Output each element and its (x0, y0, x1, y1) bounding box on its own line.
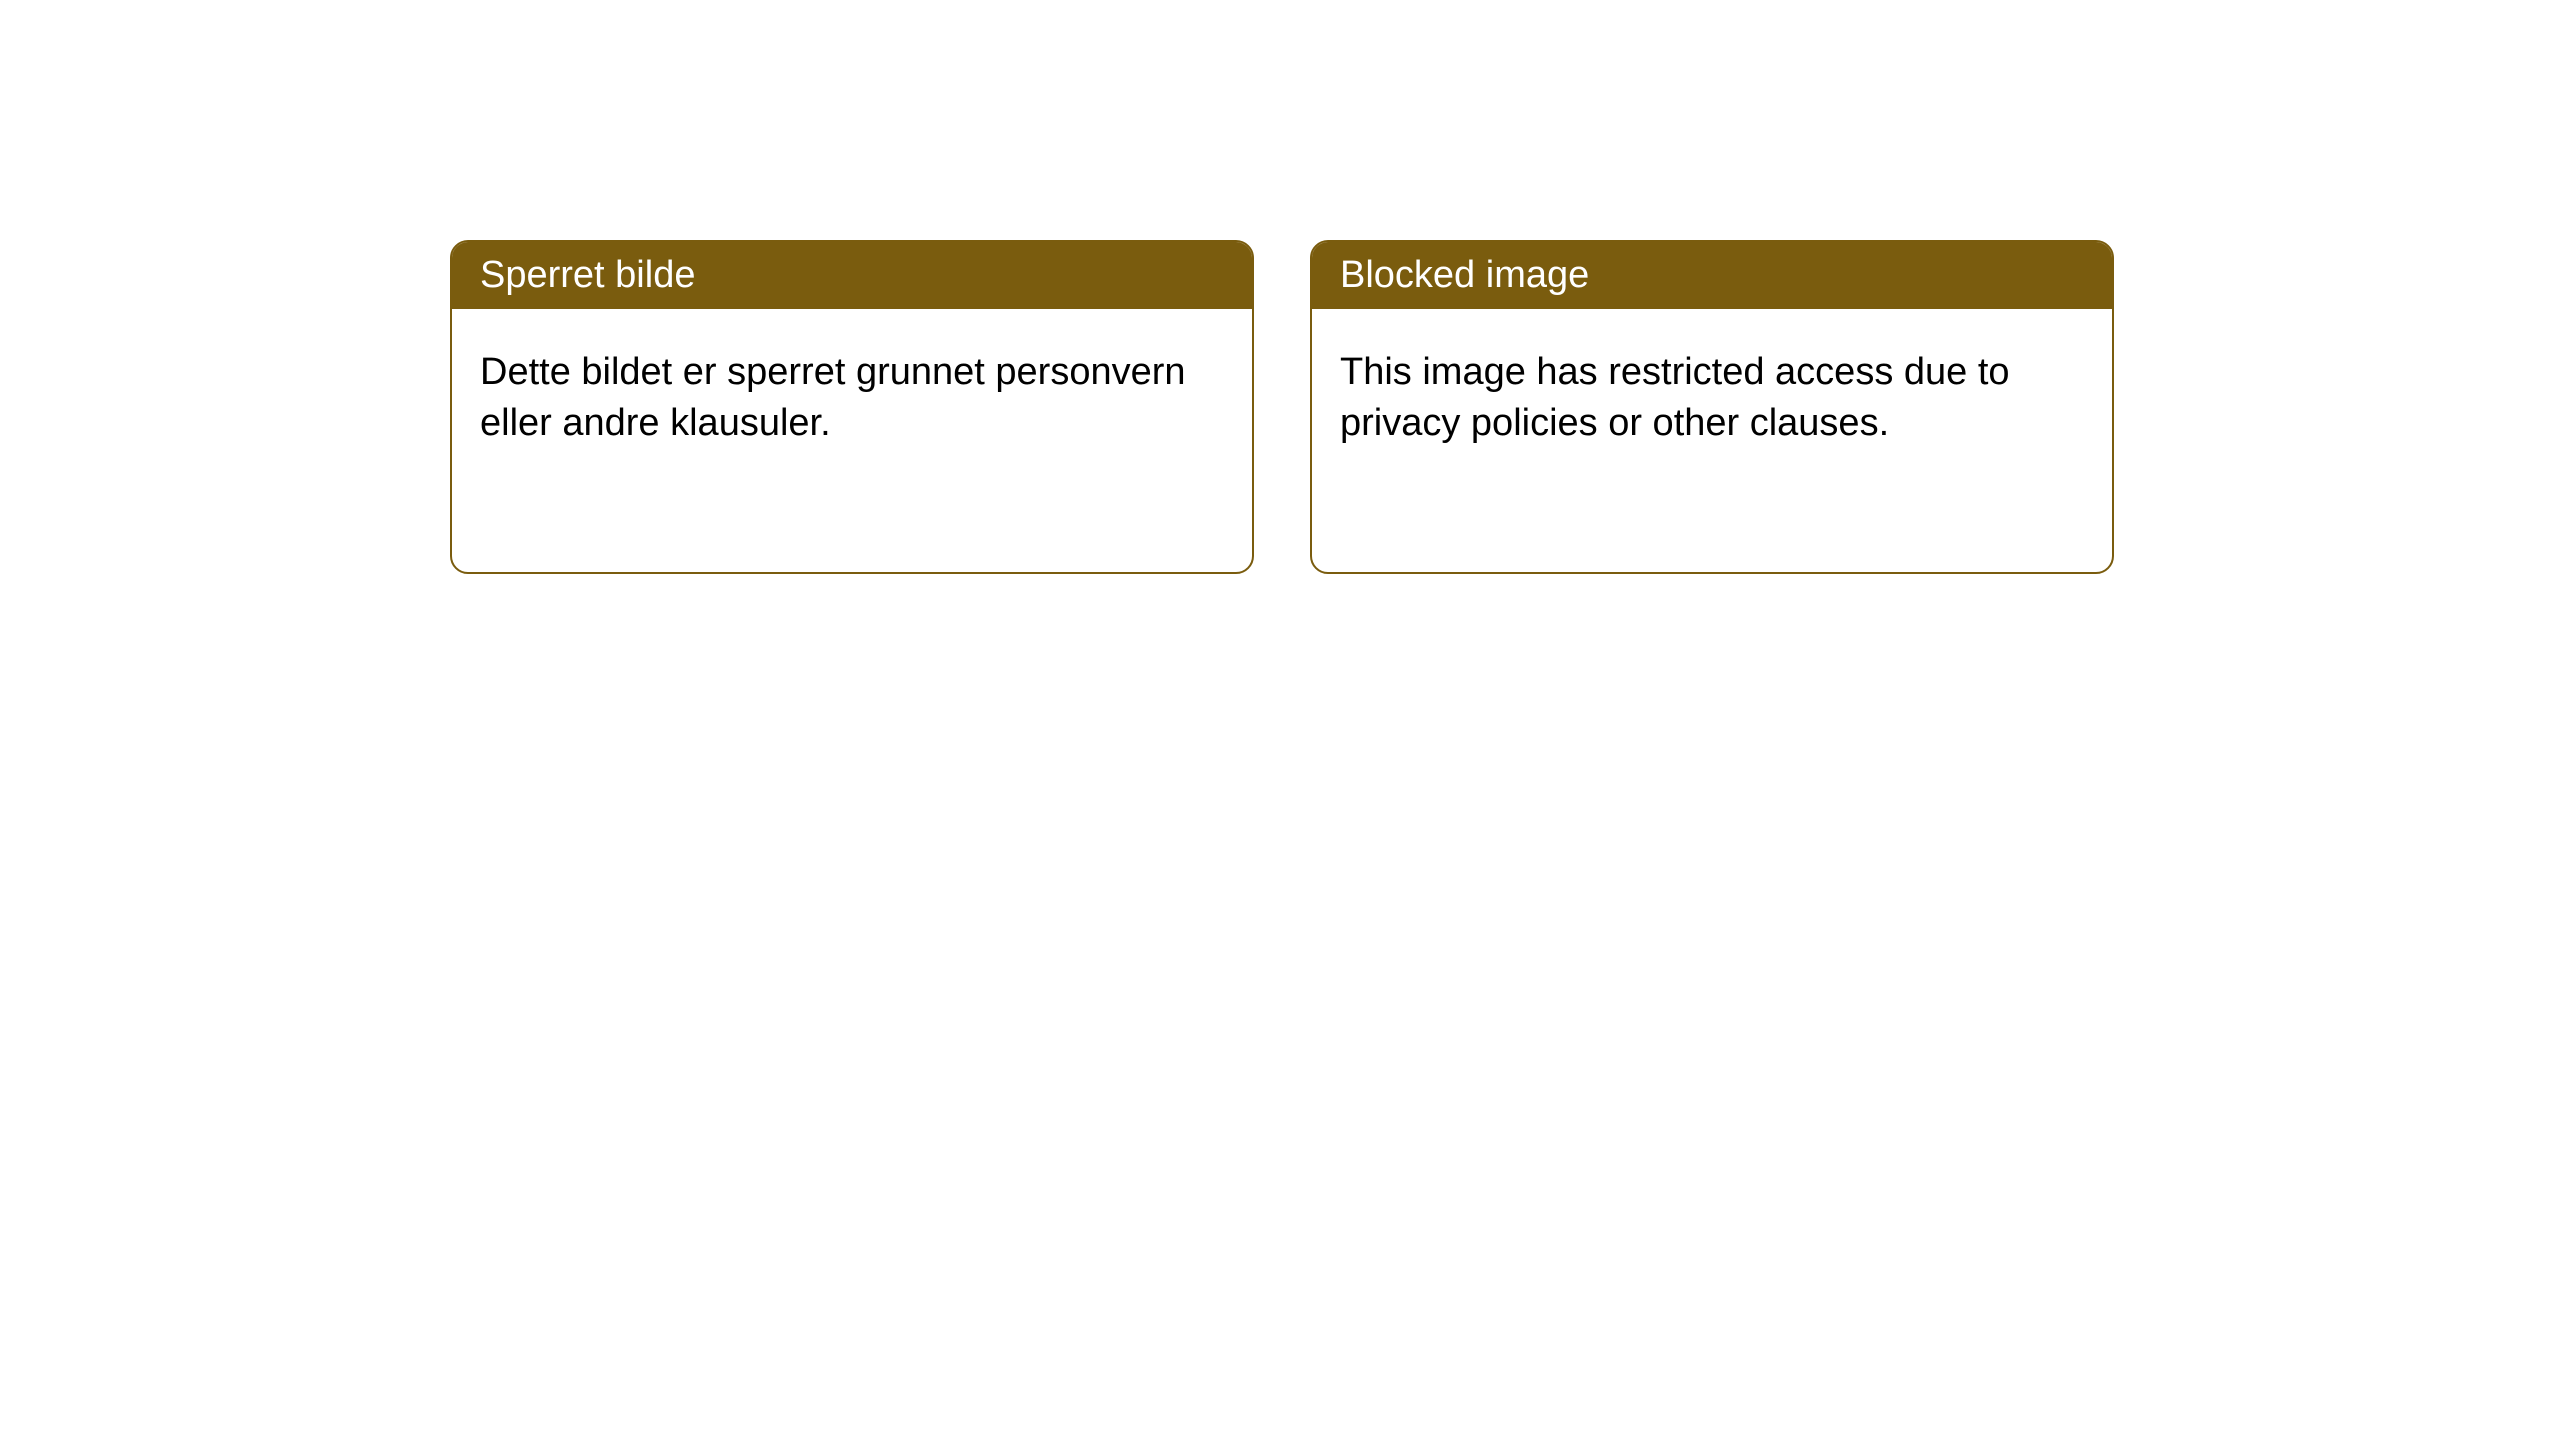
card-header-no: Sperret bilde (452, 242, 1252, 309)
card-body-no: Dette bildet er sperret grunnet personve… (452, 309, 1252, 488)
card-body-en: This image has restricted access due to … (1312, 309, 2112, 488)
notice-container: Sperret bilde Dette bildet er sperret gr… (0, 0, 2560, 574)
blocked-image-card-en: Blocked image This image has restricted … (1310, 240, 2114, 574)
blocked-image-card-no: Sperret bilde Dette bildet er sperret gr… (450, 240, 1254, 574)
card-header-en: Blocked image (1312, 242, 2112, 309)
